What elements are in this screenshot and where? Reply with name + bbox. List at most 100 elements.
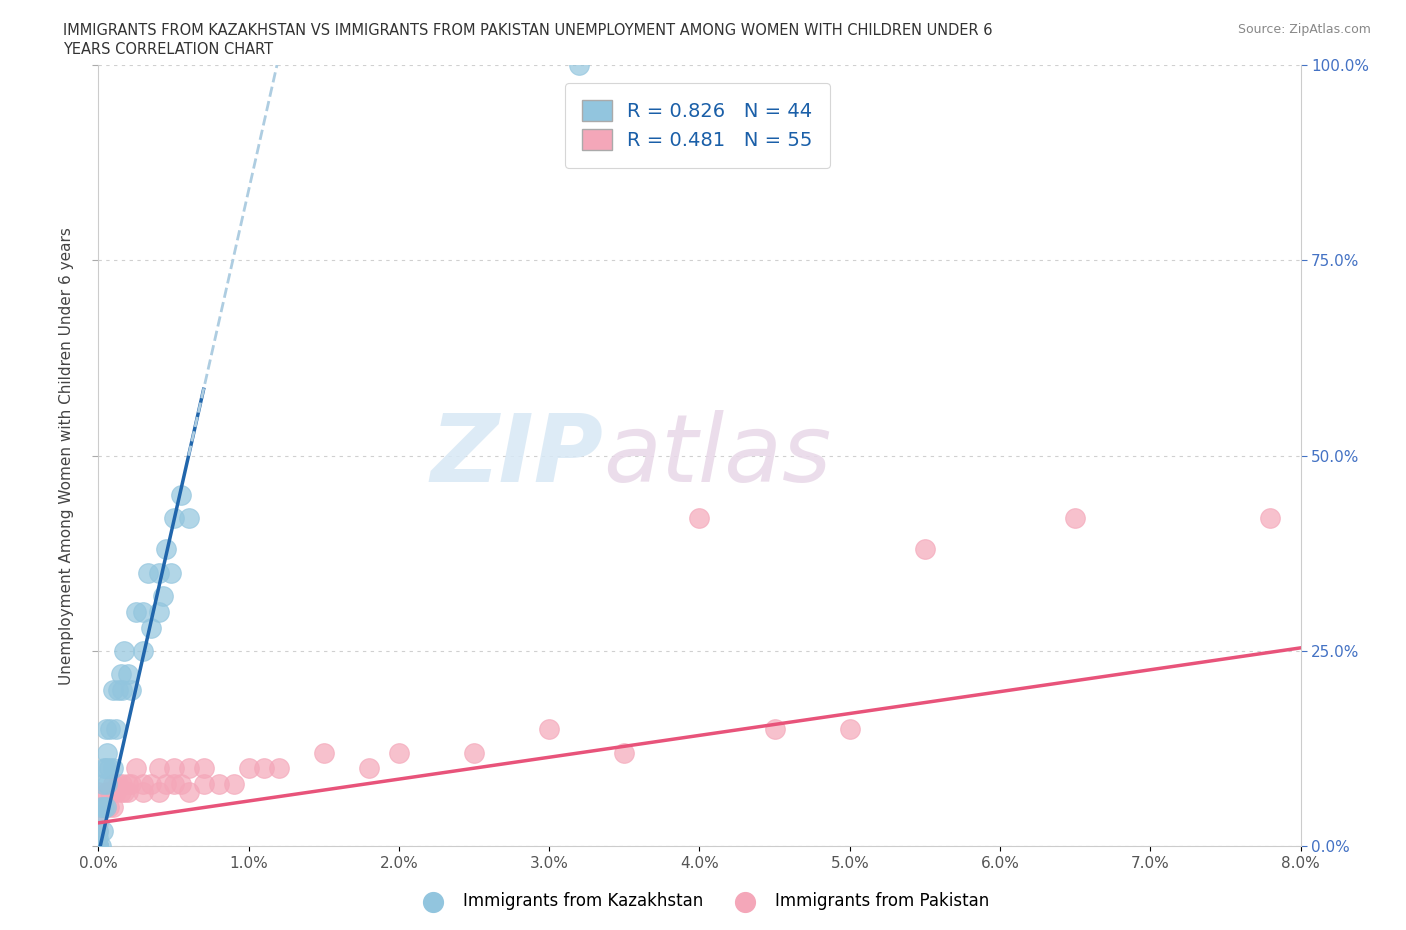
Point [132,784,155,799]
Point [105,784,128,799]
Point [110,784,132,799]
Point [177,761,200,776]
Point [87,839,110,854]
Legend: Immigrants from Kazakhstan, Immigrants from Pakistan: Immigrants from Kazakhstan, Immigrants f… [411,885,995,917]
Point [162,777,184,791]
Point [538,722,561,737]
Point [94,761,117,776]
Point [96,784,118,799]
Point [914,542,936,557]
Point [111,683,134,698]
Point [117,777,139,791]
Point [253,761,276,776]
Point [613,745,636,760]
Point [91,823,114,838]
Point [87,816,110,830]
Point [97,761,120,776]
Point [177,511,200,525]
Point [100,722,122,737]
Point [87,839,110,854]
Point [87,823,110,838]
Point [838,722,860,737]
Point [463,745,485,760]
Point [139,777,162,791]
Point [90,800,112,815]
Point [87,831,110,846]
Point [91,800,114,815]
Point [162,511,184,525]
Point [1064,511,1087,525]
Point [105,722,128,737]
Point [170,487,193,502]
Point [110,667,132,682]
Point [87,823,110,838]
Text: ZIP: ZIP [430,410,603,501]
Point [125,604,148,619]
Point [121,683,143,698]
Point [357,761,380,776]
Point [148,565,170,580]
Point [139,620,162,635]
Point [100,784,122,799]
Point [117,784,139,799]
Point [177,784,200,799]
Point [112,644,135,658]
Point [155,777,177,791]
Point [688,511,710,525]
Point [93,800,115,815]
Point [90,800,112,815]
Y-axis label: Unemployment Among Women with Children Under 6 years: Unemployment Among Women with Children U… [59,227,75,684]
Point [94,722,117,737]
Point [111,777,134,791]
Point [107,777,129,791]
Point [208,777,231,791]
Point [148,784,170,799]
Point [87,800,110,815]
Point [132,644,155,658]
Point [87,839,110,854]
Point [87,839,110,854]
Point [87,807,110,822]
Point [87,839,110,854]
Point [136,565,159,580]
Point [117,667,139,682]
Point [96,777,118,791]
Point [103,761,125,776]
Point [159,565,181,580]
Point [94,800,117,815]
Point [112,784,135,799]
Point [170,777,193,791]
Point [267,761,290,776]
Point [238,761,260,776]
Point [132,604,155,619]
Point [568,58,591,73]
Text: atlas: atlas [603,410,831,501]
Point [107,683,129,698]
Point [97,800,120,815]
Text: YEARS CORRELATION CHART: YEARS CORRELATION CHART [63,42,273,57]
Point [155,542,177,557]
Point [90,839,112,854]
Point [103,800,125,815]
Point [193,777,215,791]
Point [121,777,143,791]
Point [388,745,411,760]
Point [148,604,170,619]
Point [87,839,110,854]
Point [193,761,215,776]
Point [87,839,110,854]
Point [87,839,110,854]
Point [763,722,786,737]
Legend: R = 0.826   N = 44, R = 0.481   N = 55: R = 0.826 N = 44, R = 0.481 N = 55 [565,83,830,167]
Point [103,777,125,791]
Point [103,683,125,698]
Point [162,761,184,776]
Text: IMMIGRANTS FROM KAZAKHSTAN VS IMMIGRANTS FROM PAKISTAN UNEMPLOYMENT AMONG WOMEN : IMMIGRANTS FROM KAZAKHSTAN VS IMMIGRANTS… [63,23,993,38]
Point [1260,511,1282,525]
Point [93,761,115,776]
Point [125,761,148,776]
Point [94,800,117,815]
Point [132,777,155,791]
Point [152,589,174,604]
Point [222,777,245,791]
